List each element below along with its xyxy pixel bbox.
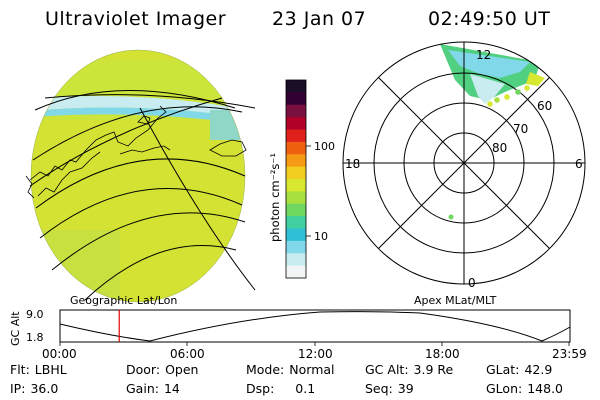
- colorbar-band: [286, 80, 306, 93]
- time-tick-0000: 00:00: [42, 347, 77, 361]
- gain-info: Gain: 14: [126, 381, 180, 396]
- colorbar-band: [286, 216, 306, 230]
- colorbar-tick-10: 10: [314, 230, 328, 243]
- polar-dots: [448, 80, 539, 220]
- altitude-xticks: [59, 342, 570, 346]
- coastlines: [25, 105, 247, 199]
- glon-value: 148.0: [527, 381, 564, 396]
- ip-value: 36.0: [30, 381, 59, 396]
- colorbar-band: [286, 154, 306, 168]
- time-tick-1200: 12:00: [298, 347, 333, 361]
- ip-info: IP: 36.0: [10, 381, 59, 396]
- colorbar-unit-label: photon cm⁻²s⁻¹: [268, 153, 282, 242]
- observation-date: 23 Jan 07: [272, 8, 367, 30]
- mode-value: Normal: [289, 362, 335, 377]
- gc-alt-value: 3.9 Re: [413, 362, 454, 377]
- seq-value: 39: [397, 381, 414, 396]
- lat-label-70: 70: [513, 122, 528, 136]
- altitude-curve: [59, 311, 571, 342]
- colorbar-band: [286, 141, 306, 155]
- mlt-label-12: 12: [476, 48, 491, 62]
- mlt-label-18: 18: [345, 157, 360, 171]
- colorbar-tick-100: 100: [314, 140, 335, 153]
- observation-time: 02:49:50 UT: [428, 8, 551, 30]
- filter-value: LBHL: [34, 362, 67, 377]
- colorbar-band: [286, 104, 306, 118]
- colorbar-band: [286, 166, 306, 180]
- altitude-ytick-low: 1.8: [26, 331, 44, 344]
- colorbar-band: [286, 253, 306, 267]
- glon-info: GLon: 148.0: [486, 381, 564, 396]
- geo-map-label: Geographic Lat/Lon: [70, 294, 177, 307]
- lat-label-60: 60: [537, 99, 552, 113]
- altitude-axis-title: GC Alt: [9, 311, 22, 346]
- time-tick-0600: 06:00: [170, 347, 205, 361]
- gain-value: 14: [163, 381, 180, 396]
- mlt-label-6: 6: [575, 157, 583, 171]
- instrument-title: Ultraviolet Imager: [45, 8, 227, 30]
- colorbar-gradient: [286, 80, 306, 279]
- colorbar-band: [286, 117, 306, 131]
- time-tick-1800: 18:00: [425, 347, 460, 361]
- dsp-info: Dsp: 0.1: [246, 381, 316, 396]
- colorbar-band: [286, 92, 306, 106]
- door-info: Door: Open: [126, 362, 199, 377]
- glat-info: GLat: 42.9: [486, 362, 553, 377]
- lat-label-80: 80: [492, 141, 507, 155]
- colorbar-ticks: [306, 145, 311, 237]
- colorbar-band: [286, 129, 306, 143]
- colorbar-band: [286, 179, 306, 192]
- mode-info: Mode: Normal: [246, 362, 335, 377]
- time-tick-2359: 23:59: [552, 347, 587, 361]
- colorbar-band: [286, 191, 306, 205]
- geo-grid-lines: [29, 90, 256, 301]
- dsp-value: 0.1: [295, 381, 316, 396]
- colorbar-band: [286, 265, 306, 279]
- gc-alt-info: GC Alt: 3.9 Re: [365, 362, 454, 377]
- colorbar-band: [286, 203, 306, 217]
- seq-info: Seq: 39: [365, 381, 414, 396]
- mlt-label-0: 0: [468, 276, 476, 290]
- glat-value: 42.9: [524, 362, 553, 377]
- polar-aurora-image: [440, 44, 545, 104]
- altitude-ytick-high: 9.0: [26, 308, 44, 321]
- colorbar-band: [286, 228, 306, 242]
- polar-plot-label: Apex MLat/MLT: [414, 294, 497, 307]
- filter-info: Flt: LBHL: [10, 362, 67, 377]
- door-value: Open: [165, 362, 199, 377]
- polar-diagonal-2: [378, 77, 550, 249]
- colorbar-band: [286, 240, 306, 254]
